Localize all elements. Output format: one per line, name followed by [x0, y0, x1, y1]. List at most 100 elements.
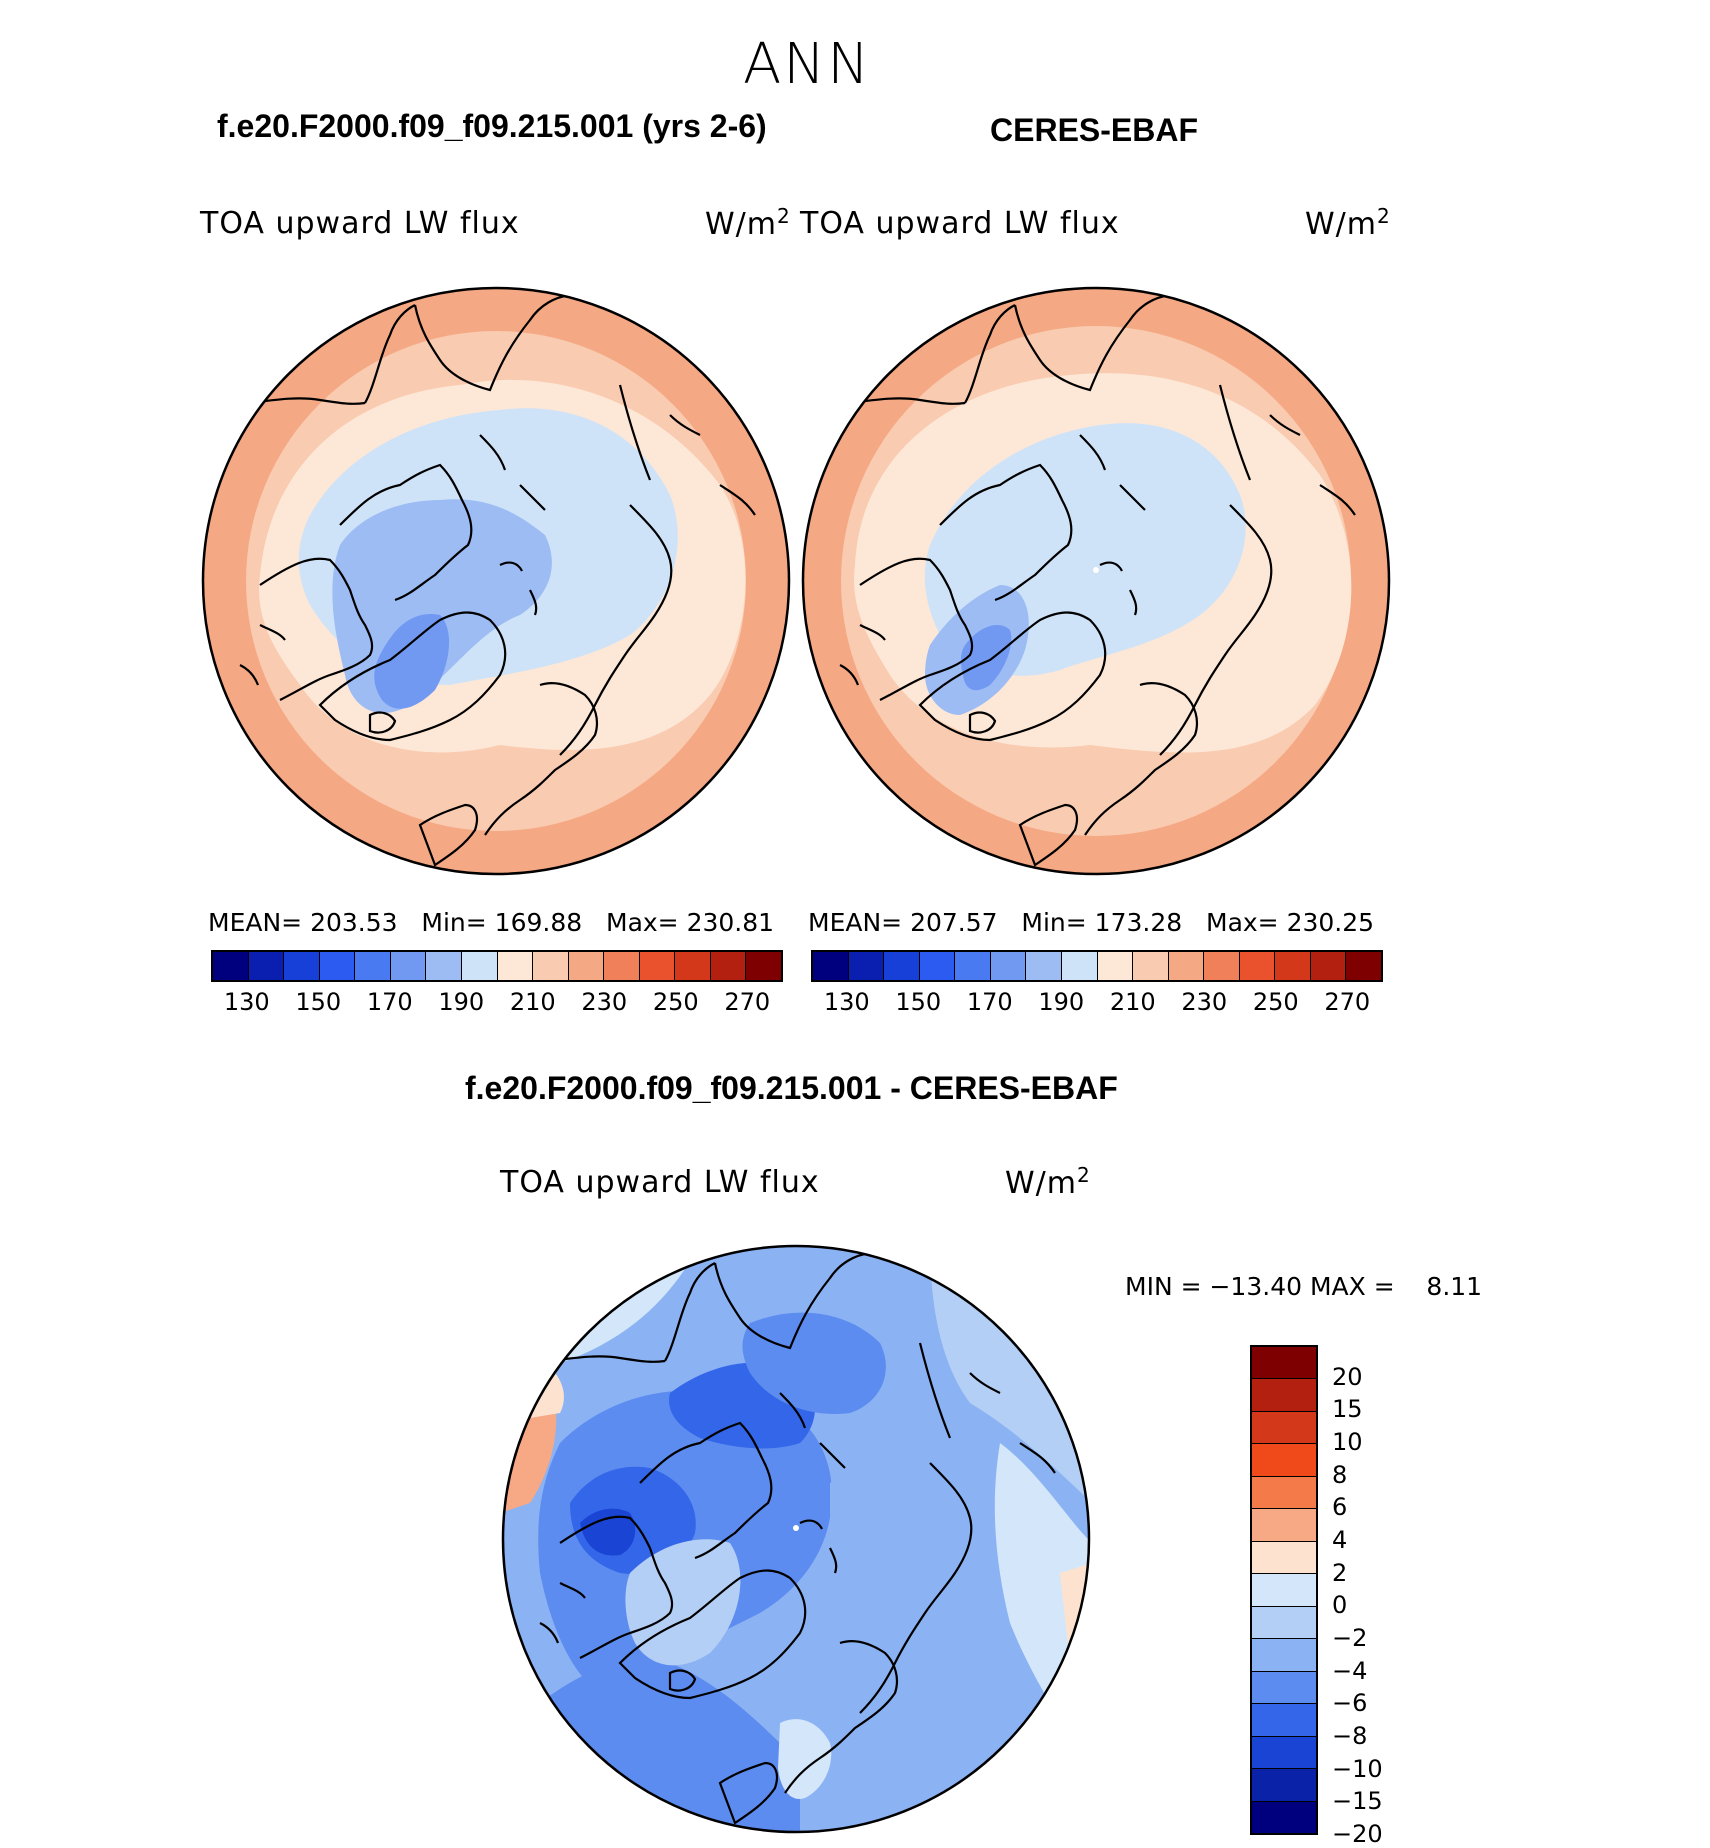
panel-1-colorbar-color-box — [639, 952, 676, 980]
panel-2-mean-value: 207.57 — [910, 908, 998, 937]
panel-2-colorbar-tick-label: 270 — [1324, 988, 1371, 1016]
panel-1-colorbar-color-box — [746, 952, 781, 980]
panel-1-colorbar-tick-label: 170 — [366, 988, 413, 1016]
diff-colorbar-tick-label: −20 — [1332, 1820, 1383, 1848]
panel-2-colorbar-tick-label: 150 — [895, 988, 942, 1016]
diff-variable-label: TOA upward LW flux — [500, 1165, 820, 1200]
diff-colorbar-color-box — [1252, 1801, 1316, 1834]
panel-2-max-value: 230.25 — [1286, 908, 1375, 937]
diff-title: f.e20.F2000.f09_f09.215.001 - CERES-EBAF — [465, 1070, 1118, 1106]
panel-2-coastlines — [829, 293, 1356, 867]
panel-2-colorbar-tick-label: 130 — [823, 988, 870, 1016]
panel-2-colorbar-color-box — [955, 952, 991, 980]
panel-1-units-label: W/m2 — [705, 204, 791, 242]
panel-1-colorbar-color-box — [248, 952, 285, 980]
diff-colorbar-tick-label: 0 — [1332, 1591, 1348, 1620]
panel-1-colorbar-tick-label: 230 — [581, 988, 628, 1016]
diff-colorbar-tick-label: −10 — [1332, 1754, 1383, 1783]
panel-2-colorbar-tick-label: 250 — [1252, 988, 1299, 1016]
panel-2-variable-label: TOA upward LW flux — [800, 206, 1120, 241]
panel-1-min-label: Min= — [421, 908, 487, 937]
diff-scandinavia-light — [778, 1719, 832, 1799]
panel-1-colorbar-tick-label: 130 — [223, 988, 270, 1016]
diff-polar-map — [501, 1244, 1091, 1834]
panel-1-mean-label: MEAN= — [208, 908, 303, 937]
panel-2-colorbar — [811, 950, 1383, 982]
panel-2-colorbar-color-box — [813, 952, 849, 980]
diff-colorbar-color-box — [1252, 1639, 1316, 1672]
diff-minmax: MIN = −13.40 MAX = 8.11 — [1125, 1272, 1483, 1301]
panel-2-case-title: CERES-EBAF — [990, 112, 1199, 148]
panel-2-colorbar-color-box — [1310, 952, 1347, 980]
panel-2-colorbar-color-box — [1168, 952, 1205, 980]
diff-greenland-light — [625, 1539, 741, 1666]
diff-center-band — [830, 1470, 924, 1564]
panel-1-polar-map — [201, 286, 791, 876]
diff-colorbar-color-box — [1252, 1736, 1316, 1770]
panel-1-colorbar-tick-label: 270 — [724, 988, 771, 1016]
panel-1-colorbar-tick-label: 210 — [509, 988, 556, 1016]
panel-1-colorbar-tick-label: 250 — [652, 988, 699, 1016]
panel-1-map-border — [201, 286, 791, 876]
diff-colorbar — [1250, 1345, 1318, 1835]
panel-2-units-label: W/m2 — [1305, 204, 1391, 242]
panel-2-colorbar-color-box — [1026, 952, 1062, 980]
panel-1-band-150 — [374, 614, 450, 709]
diff-colorbar-tick-label: −8 — [1332, 1722, 1368, 1750]
panel-2-colorbar-color-box — [1133, 952, 1169, 980]
panel-2-colorbar-color-box — [1346, 952, 1381, 980]
panel-1-colorbar-color-box — [497, 952, 534, 980]
diff-colorbar-tick-label: −15 — [1332, 1787, 1383, 1816]
panel-2-colorbar-tick-label: 190 — [1038, 988, 1085, 1016]
diff-colorbar-tick-label: −4 — [1332, 1656, 1368, 1685]
diff-pole-point — [793, 1525, 799, 1531]
panel-2-colorbar-color-box — [990, 952, 1027, 980]
panel-1-colorbar — [211, 950, 783, 982]
diff-colorbar-tick-label: 2 — [1332, 1558, 1348, 1587]
diff-colorbar-color-box — [1252, 1671, 1316, 1705]
panel-1-colorbar-color-box — [604, 952, 640, 980]
diff-colorbar-color-box — [1252, 1509, 1316, 1542]
panel-1-stats: MEAN= 203.53 Min= 169.88 Max= 230.81 — [208, 908, 774, 937]
diff-units-sup: 2 — [1077, 1163, 1091, 1187]
diff-band-10 — [580, 1508, 636, 1556]
panel-1-colorbar-color-box — [284, 952, 320, 980]
panel-2-polar-map — [801, 286, 1391, 876]
panel-2-colorbar-color-box — [1275, 952, 1311, 980]
diff-colorbar-color-box — [1252, 1704, 1316, 1737]
diff-units-label: W/m2 — [1005, 1163, 1091, 1201]
panel-1-colorbar-color-box — [568, 952, 605, 980]
panel-2-map-border — [801, 286, 1391, 876]
diff-colorbar-color-box — [1252, 1379, 1316, 1412]
panel-1-colorbar-color-box — [355, 952, 391, 980]
panel-1-colorbar-tick-label: 190 — [438, 988, 485, 1016]
panel-1-max-value: 230.81 — [686, 908, 775, 937]
panel-2-colorbar-tick-label: 230 — [1181, 988, 1228, 1016]
panel-1-colorbar-color-box — [319, 952, 356, 980]
panel-2-colorbar-tick-label: 210 — [1109, 988, 1156, 1016]
panel-1-colorbar-color-box — [675, 952, 711, 980]
panel-1-case-title: f.e20.F2000.f09_f09.215.001 (yrs 2-6) — [217, 108, 767, 144]
diff-colorbar-tick-label: −6 — [1332, 1689, 1368, 1718]
panel-1-colorbar-color-box — [710, 952, 747, 980]
diff-colorbar-color-box — [1252, 1411, 1316, 1445]
panel-1-colorbar-color-box — [426, 952, 462, 980]
diff-colorbar-color-box — [1252, 1769, 1316, 1802]
panel-2-max-label: Max= — [1206, 908, 1279, 937]
panel-2-colorbar-color-box — [1204, 952, 1240, 980]
diff-colorbar-color-box — [1252, 1444, 1316, 1477]
panel-1-colorbar-tick-label: 150 — [295, 988, 342, 1016]
panel-1-min-value: 169.88 — [494, 908, 583, 937]
panel-2-min-label: Min= — [1021, 908, 1087, 937]
diff-colorbar-tick-label: −2 — [1332, 1624, 1368, 1652]
panel-1-units-sup: 2 — [777, 204, 791, 228]
panel-2-units-sup: 2 — [1377, 204, 1391, 228]
diff-colorbar-tick-label: 4 — [1332, 1526, 1348, 1554]
diff-colorbar-color-box — [1252, 1476, 1316, 1510]
panel-2-colorbar-color-box — [1061, 952, 1098, 980]
panel-2-colorbar-color-box — [919, 952, 956, 980]
diff-colorbar-color-box — [1252, 1606, 1316, 1640]
panel-2-band-150 — [960, 625, 1012, 691]
diff-colorbar-color-box — [1252, 1541, 1316, 1575]
panel-1-mean-value: 203.53 — [310, 908, 398, 937]
